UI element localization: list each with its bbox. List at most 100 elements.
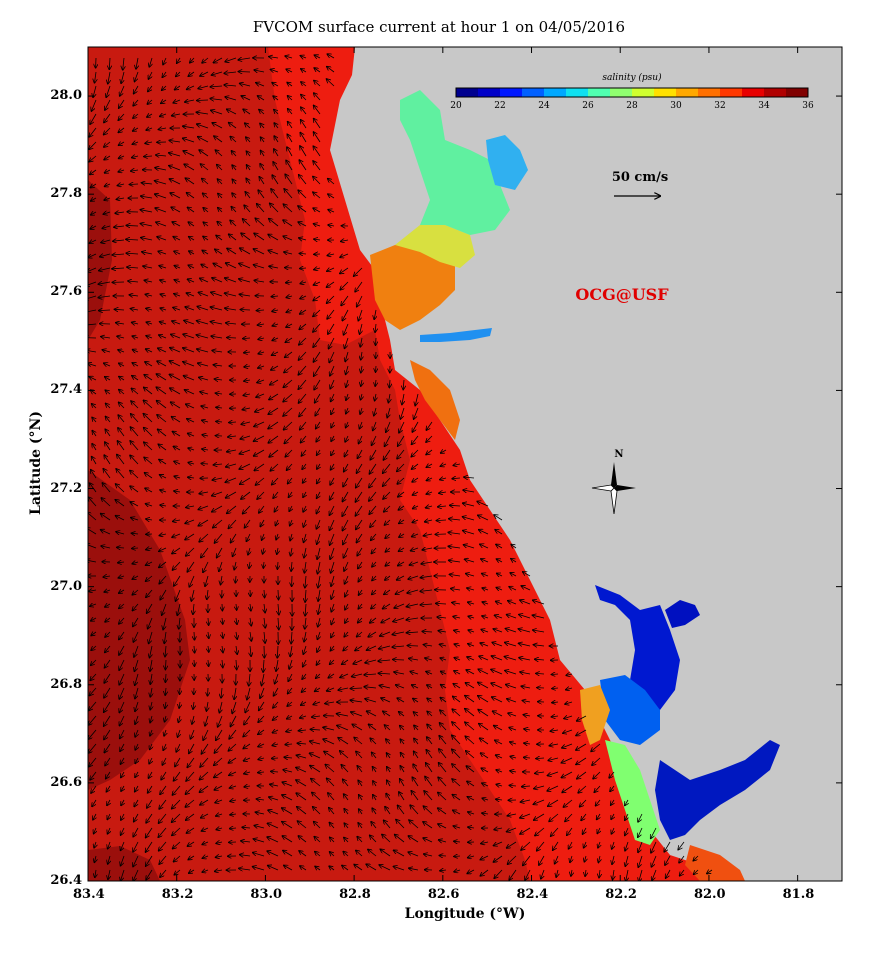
- current-vector: [244, 352, 251, 353]
- current-vector: [285, 56, 293, 58]
- colorbar-swatch: [478, 88, 501, 97]
- current-vector: [198, 86, 209, 89]
- current-vector: [346, 393, 348, 400]
- current-vector: [144, 428, 153, 437]
- current-vector: [342, 491, 349, 502]
- current-vector: [118, 127, 125, 133]
- current-vector: [211, 336, 223, 338]
- current-vector: [211, 322, 223, 324]
- current-vector: [231, 533, 237, 543]
- current-vector: [247, 165, 251, 171]
- current-vector: [208, 687, 209, 696]
- current-vector: [482, 574, 489, 577]
- current-vector: [105, 377, 111, 380]
- current-vector: [385, 519, 391, 525]
- current-vector: [286, 310, 293, 312]
- current-vector: [227, 338, 237, 339]
- current-vector: [117, 547, 125, 548]
- sarasota-bay: [410, 360, 460, 440]
- current-vector: [89, 377, 97, 380]
- current-vector: [224, 72, 237, 73]
- current-vector: [440, 478, 447, 480]
- current-vector: [156, 387, 167, 395]
- current-vector: [299, 393, 307, 403]
- current-vector: [450, 574, 461, 576]
- current-vector: [298, 365, 307, 375]
- current-vector: [129, 295, 139, 296]
- current-vector: [331, 393, 334, 402]
- current-vector: [327, 295, 335, 303]
- current-vector: [329, 505, 335, 515]
- current-vector: [463, 490, 475, 492]
- current-vector: [314, 282, 321, 285]
- current-vector: [127, 267, 139, 268]
- current-vector: [246, 137, 251, 143]
- current-vector: [143, 266, 153, 268]
- current-vector: [372, 561, 376, 567]
- current-vector: [185, 100, 195, 102]
- current-vector: [357, 547, 363, 556]
- current-vector: [130, 427, 139, 437]
- current-vector: [330, 547, 335, 559]
- current-vector: [238, 58, 251, 60]
- current-vector: [316, 505, 321, 514]
- current-vector: [104, 198, 111, 200]
- current-vector: [254, 435, 265, 441]
- current-vector: [217, 222, 223, 227]
- current-vector: [331, 421, 334, 428]
- current-vector: [402, 393, 404, 405]
- current-vector: [218, 179, 223, 185]
- current-vector: [371, 547, 377, 553]
- current-vector: [130, 184, 139, 185]
- current-vector: [385, 575, 391, 580]
- current-vector: [199, 492, 209, 494]
- current-vector: [384, 505, 391, 512]
- current-vector: [436, 520, 447, 521]
- current-vector: [413, 506, 419, 509]
- current-vector: [344, 463, 349, 472]
- current-vector: [188, 71, 195, 76]
- current-vector: [316, 421, 321, 429]
- current-vector: [370, 519, 377, 527]
- current-vector: [146, 575, 153, 581]
- current-vector: [212, 71, 223, 75]
- x-tick-label: 82.8: [339, 887, 371, 902]
- current-vector: [197, 349, 209, 353]
- current-vector: [106, 85, 111, 97]
- current-vector: [143, 400, 153, 409]
- current-vector: [354, 267, 363, 276]
- current-vector: [136, 57, 138, 69]
- current-vector: [327, 281, 335, 287]
- current-vector: [258, 366, 265, 368]
- current-vector: [255, 407, 265, 412]
- current-vector: [103, 576, 111, 577]
- current-vector: [287, 83, 293, 87]
- current-vector: [317, 463, 320, 469]
- current-vector: [194, 659, 195, 666]
- current-vector: [331, 561, 335, 573]
- current-vector: [313, 177, 321, 185]
- current-vector: [115, 500, 125, 507]
- current-vector: [299, 323, 307, 329]
- current-vector: [133, 99, 139, 106]
- current-vector: [212, 351, 223, 353]
- current-vector: [341, 240, 349, 241]
- current-vector: [284, 421, 293, 430]
- current-vector: [132, 576, 139, 579]
- current-vector: [203, 208, 209, 213]
- current-vector: [149, 57, 152, 67]
- current-vector: [159, 266, 167, 268]
- current-vector: [361, 365, 362, 373]
- current-vector: [159, 534, 167, 536]
- current-vector: [288, 477, 293, 484]
- current-vector: [375, 323, 376, 332]
- current-vector: [398, 506, 405, 510]
- current-vector: [171, 334, 181, 339]
- current-vector: [255, 218, 265, 227]
- current-vector: [245, 519, 251, 528]
- current-vector: [132, 533, 139, 534]
- current-vector: [552, 674, 559, 675]
- current-vector: [340, 254, 349, 257]
- current-vector: [386, 421, 391, 432]
- current-vector: [272, 758, 279, 759]
